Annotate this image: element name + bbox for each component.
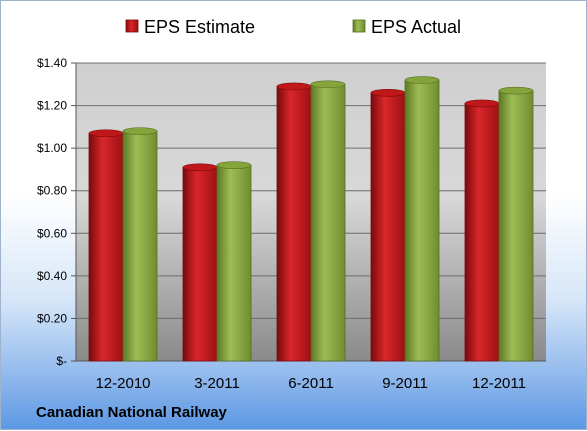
bar-eps-estimate	[182, 166, 218, 362]
bar-eps-estimate	[88, 132, 124, 362]
bar-top-cap	[310, 80, 346, 89]
bar-eps-actual	[216, 164, 252, 362]
y-tick-label: $0.40	[37, 269, 67, 283]
x-category-label: 12-2010	[95, 375, 150, 392]
y-tick-label: $0.80	[37, 184, 67, 198]
legend-swatch-estimate	[125, 19, 139, 33]
y-axis-labels: $- $0.20 $0.40 $0.60 $0.80 $1.00 $1.20 $1.40	[37, 56, 67, 368]
x-category-label: 9-2011	[382, 375, 428, 392]
legend-label-estimate: EPS Estimate	[144, 17, 255, 37]
x-category-label: 3-2011	[194, 375, 240, 392]
y-tick-label: $1.20	[37, 99, 67, 113]
bar-top-cap	[276, 82, 312, 91]
legend-label-actual: EPS Actual	[371, 17, 461, 37]
bar-top-cap	[498, 86, 534, 95]
bar-eps-actual	[310, 83, 346, 362]
bar-eps-actual	[404, 79, 440, 362]
legend: EPS Estimate EPS Actual	[125, 17, 461, 37]
bar-top-cap	[122, 127, 158, 135]
bars	[88, 76, 534, 362]
bar-top-cap	[464, 99, 500, 108]
bar-eps-actual	[498, 90, 534, 362]
bar-top-cap	[182, 163, 218, 172]
legend-swatch-actual	[352, 19, 366, 33]
x-category-label: 6-2011	[288, 375, 334, 392]
company-name-footer: Canadian National Railway	[36, 404, 228, 421]
bar-top-cap	[88, 129, 124, 138]
bar-eps-estimate	[370, 92, 406, 362]
bar-top-cap	[404, 76, 440, 84]
y-tick-label: $1.00	[37, 141, 67, 155]
y-tick-label: $0.60	[37, 226, 67, 240]
bar-eps-estimate	[464, 103, 500, 362]
x-axis-labels: 12-2010 3-2011 6-2011 9-2011 12-2011	[95, 375, 526, 392]
x-category-label: 12-2011	[472, 375, 526, 392]
bar-top-cap	[216, 161, 252, 169]
y-tick-label: $1.40	[37, 56, 67, 70]
y-tick-label: $0.20	[37, 311, 67, 325]
y-tick-label: $-	[56, 354, 67, 368]
bar-top-cap	[370, 89, 406, 97]
bar-eps-actual	[122, 130, 158, 362]
bar-eps-estimate	[276, 86, 312, 362]
